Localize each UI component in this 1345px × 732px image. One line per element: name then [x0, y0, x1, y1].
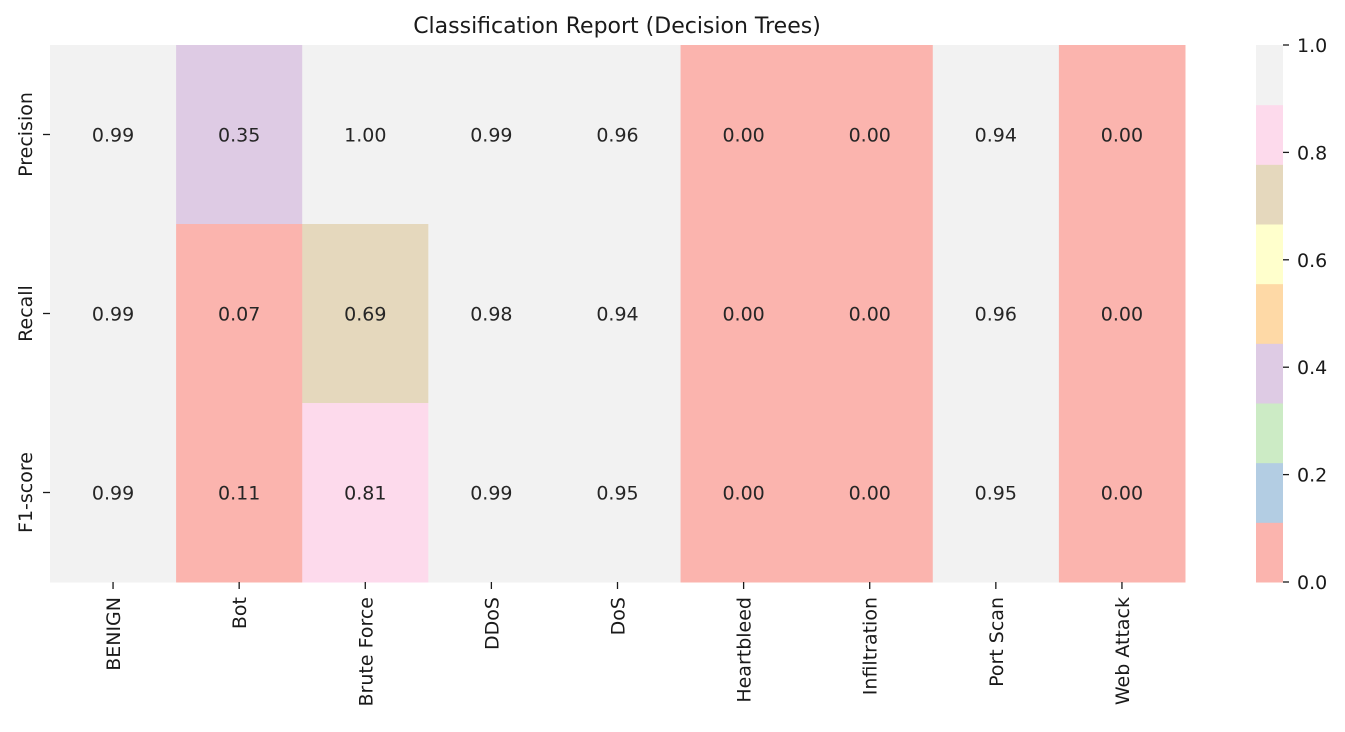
colorbar-segment [1256, 343, 1283, 404]
heatmap-cell [1058, 224, 1186, 404]
colorbar-segment [1256, 224, 1283, 285]
heatmap-cells: 0.99 0.35 1.00 0.99 0.96 0.00 0.00 0.94 0.00 0.99… [50, 45, 1186, 583]
colorbar-segment [1256, 164, 1283, 225]
heatmap-cell [1058, 45, 1186, 225]
cell-value-label: 0.81 [344, 483, 386, 505]
y-tick-label: F1-score [15, 452, 37, 533]
colorbar-segment [1256, 45, 1283, 106]
heatmap-cell [806, 45, 934, 225]
cell-value-label: 0.00 [1101, 483, 1143, 505]
y-axis-ticks: Precision Recall F1-score [15, 92, 50, 533]
cell-value-label: 0.69 [344, 304, 386, 326]
colorbar-tick-label: 0.2 [1297, 465, 1327, 487]
heatmap-cell [428, 224, 555, 404]
x-tick-label: DDoS [481, 597, 503, 650]
cell-value-label: 0.99 [92, 483, 134, 505]
heatmap-cell [302, 403, 429, 583]
heatmap-cell [428, 403, 555, 583]
y-tick-label: Precision [15, 92, 37, 177]
heatmap-cell [554, 45, 682, 225]
heatmap-cell [932, 224, 1060, 404]
heatmap-cell [50, 403, 177, 583]
colorbar-segment [1256, 522, 1283, 583]
x-tick-label: Port Scan [986, 597, 1008, 687]
cell-value-label: 0.95 [975, 483, 1017, 505]
heatmap-cell [680, 224, 808, 404]
heatmap-cell [176, 224, 303, 404]
x-tick-label: DoS [608, 597, 630, 635]
cell-value-label: 0.94 [975, 125, 1017, 147]
x-tick-label: Web Attack [1112, 597, 1134, 705]
cell-value-label: 0.00 [722, 483, 764, 505]
colorbar-tick-label: 0.0 [1297, 572, 1327, 594]
cell-value-label: 0.99 [92, 304, 134, 326]
x-tick-label: Infiltration [860, 597, 882, 695]
heatmap-cell [806, 224, 934, 404]
colorbar-segment [1256, 403, 1283, 464]
cell-value-label: 0.11 [218, 483, 260, 505]
heatmap-cell [806, 403, 934, 583]
cell-value-label: 0.94 [596, 304, 638, 326]
heatmap-cell [50, 45, 177, 225]
heatmap-cell [680, 403, 808, 583]
heatmap-cell [302, 45, 429, 225]
cell-value-label: 0.00 [722, 304, 764, 326]
cell-value-label: 0.99 [470, 125, 512, 147]
colorbar: 0.0 0.2 0.4 0.6 0.8 1.0 [1256, 35, 1327, 594]
x-tick-label: BENIGN [103, 597, 125, 671]
colorbar-tick-label: 0.6 [1297, 250, 1327, 272]
heatmap-cell [176, 403, 303, 583]
heatmap-cell [176, 45, 303, 225]
cell-value-label: 0.00 [722, 125, 764, 147]
x-tick-label: Brute Force [355, 597, 377, 706]
cell-value-label: 1.00 [344, 125, 386, 147]
cell-value-label: 0.00 [1101, 125, 1143, 147]
chart-title: Classification Report (Decision Trees) [413, 14, 821, 39]
cell-value-label: 0.99 [470, 483, 512, 505]
heatmap-cell [554, 403, 682, 583]
cell-value-label: 0.96 [975, 304, 1017, 326]
heatmap-cell [50, 224, 177, 404]
colorbar-tick-label: 1.0 [1297, 35, 1327, 57]
cell-value-label: 0.98 [470, 304, 512, 326]
colorbar-segment [1256, 104, 1283, 165]
cell-value-label: 0.35 [218, 125, 260, 147]
colorbar-segment [1256, 462, 1283, 523]
colorbar-tick-label: 0.8 [1297, 142, 1327, 164]
cell-value-label: 0.00 [849, 125, 891, 147]
heatmap-cell [680, 45, 808, 225]
x-tick-label: Bot [229, 597, 251, 629]
cell-value-label: 0.96 [596, 125, 638, 147]
cell-value-label: 0.99 [92, 125, 134, 147]
cell-value-label: 0.00 [849, 304, 891, 326]
heatmap-cell [428, 45, 555, 225]
x-tick-label: Heartbleed [734, 597, 756, 703]
heatmap-cell [932, 45, 1060, 225]
colorbar-tick-label: 0.4 [1297, 357, 1327, 379]
y-tick-label: Recall [15, 285, 37, 342]
cell-value-label: 0.07 [218, 304, 260, 326]
heatmap-cell [1058, 403, 1186, 583]
heatmap-cell [302, 224, 429, 404]
heatmap-cell [932, 403, 1060, 583]
cell-value-label: 0.00 [849, 483, 891, 505]
colorbar-segment [1256, 283, 1283, 344]
x-axis-ticks: BENIGN Bot Brute Force DDoS DoS Heartbleed Inf… [103, 582, 1134, 706]
cell-value-label: 0.00 [1101, 304, 1143, 326]
cell-value-label: 0.95 [596, 483, 638, 505]
heatmap-cell [554, 224, 682, 404]
